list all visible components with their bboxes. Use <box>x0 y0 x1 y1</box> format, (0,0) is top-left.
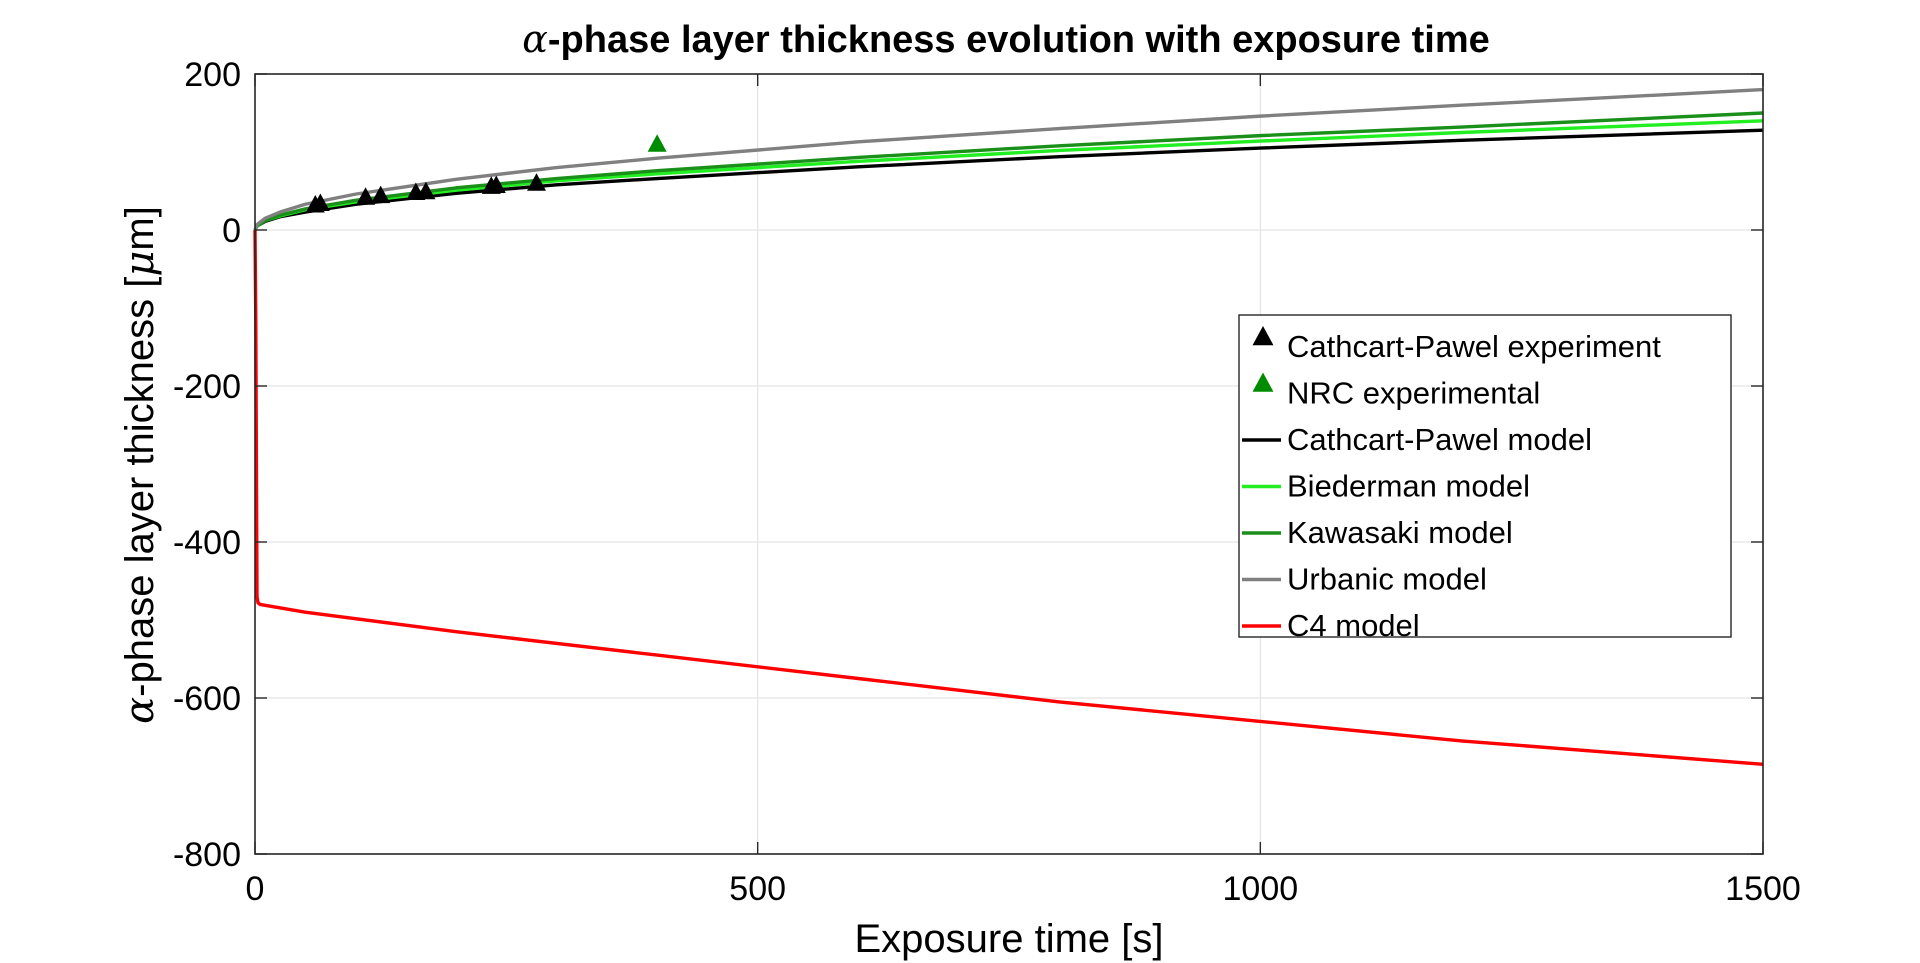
y-tick-label: -200 <box>173 368 241 406</box>
legend-marker <box>1252 326 1274 346</box>
data-point-cathcart-pawel-experiment <box>371 185 391 204</box>
data-point-cathcart-pawel-experiment <box>416 181 436 200</box>
y-axis-label-text: -phase layer thickness [ <box>118 277 162 697</box>
legend-label: Biederman model <box>1287 469 1530 504</box>
legend-items: Cathcart-Pawel experiment NRC experimenta… <box>1242 326 1661 643</box>
legend-label: Cathcart-Pawel model <box>1287 422 1592 457</box>
series-line-kawasaki-model <box>253 111 1764 231</box>
series-layer <box>253 87 1764 766</box>
x-tick-label: 500 <box>729 870 786 908</box>
legend-marker <box>1252 372 1274 392</box>
x-tick-label: 1500 <box>1725 870 1801 908</box>
chart-title: α-phase layer thickness evolution with e… <box>522 17 1490 61</box>
tick-marks <box>254 73 1764 855</box>
legend-box <box>1238 314 1732 638</box>
data-point-cathcart-pawel-experiment <box>356 187 376 205</box>
chart-title-text: -phase layer thickness evolution with ex… <box>548 19 1490 61</box>
y-tick-label: -600 <box>173 680 241 718</box>
x-axis-label: Exposure time [s] <box>854 917 1163 961</box>
legend-label: Urbanic model <box>1287 562 1487 597</box>
data-point-cathcart-pawel-experiment <box>526 173 546 191</box>
y-tick-label: 0 <box>222 212 241 250</box>
axes-frame <box>254 73 1764 855</box>
y-tick-label: -400 <box>173 524 241 562</box>
y-axis-label-end: m] <box>118 206 162 250</box>
y-tick-label: -800 <box>173 836 241 874</box>
legend-label: Cathcart-Pawel experiment <box>1287 329 1661 364</box>
y-axis-label-mu: μ <box>117 251 163 277</box>
y-axis-label-symbol: α <box>117 697 163 724</box>
x-tick-labels: 0 500 1000 1500 <box>246 870 1801 908</box>
y-tick-labels: -800 -600 -400 -200 0 200 <box>173 56 241 874</box>
data-point-cathcart-pawel-experiment <box>486 175 506 194</box>
y-axis-label: α-phase layer thickness [μm] <box>117 206 163 724</box>
x-tick-label: 1000 <box>1223 870 1299 908</box>
series-line-urbanic-model <box>253 87 1764 231</box>
series-line-c4-model <box>253 229 1764 766</box>
legend: Cathcart-Pawel experiment NRC experimenta… <box>1238 314 1732 643</box>
legend-label: C4 model <box>1287 608 1420 643</box>
y-tick-label: 200 <box>184 56 241 94</box>
data-point-cathcart-pawel-experiment <box>310 193 330 211</box>
legend-label: Kawasaki model <box>1287 515 1513 550</box>
chart-title-symbol: α <box>522 17 548 61</box>
x-tick-label: 0 <box>246 870 265 908</box>
data-point-nrc-experimental <box>647 134 667 152</box>
legend-label: NRC experimental <box>1287 376 1540 411</box>
